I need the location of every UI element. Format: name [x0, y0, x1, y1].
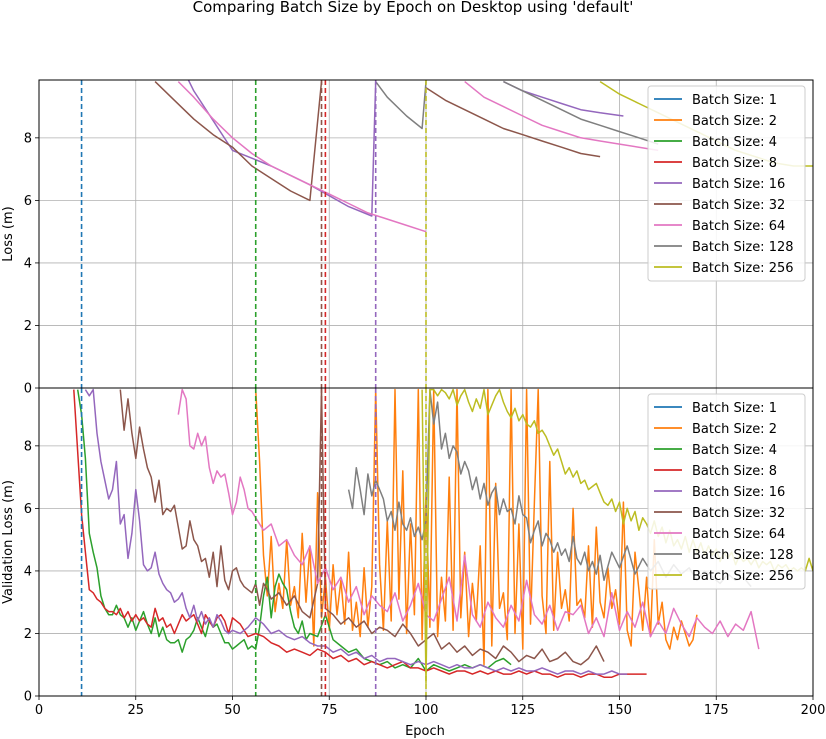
x-tick-label: 175 — [704, 703, 729, 718]
y-tick-label: 0 — [24, 382, 32, 397]
chart-title: Comparing Batch Size by Epoch on Desktop… — [193, 0, 634, 16]
x-tick-label: 150 — [607, 703, 632, 718]
series-line — [375, 81, 427, 130]
y-tick-label: 6 — [24, 194, 32, 209]
y-tick-label: 8 — [24, 439, 32, 454]
series-line — [84, 388, 628, 675]
legend-entry: Batch Size: 32 — [692, 198, 785, 213]
legend-entry: Batch Size: 2 — [692, 114, 777, 129]
y-axis-label: Loss (m) — [1, 206, 16, 261]
y-tick-label: 2 — [24, 627, 32, 642]
legend-entry: Batch Size: 4 — [692, 135, 777, 150]
x-axis-label: Epoch — [405, 724, 445, 739]
series-line — [187, 80, 377, 217]
series-line — [464, 81, 659, 152]
x-tick-label: 200 — [801, 703, 826, 718]
y-tick-label: 8 — [24, 131, 32, 146]
legend-entry: Batch Size: 64 — [692, 219, 785, 234]
legend-entry: Batch Size: 256 — [692, 569, 794, 584]
y-axis-label: Validation Loss (m) — [1, 480, 16, 604]
y-tick-label: 6 — [24, 502, 32, 517]
legend-entry: Batch Size: 16 — [692, 177, 785, 192]
series-line — [177, 81, 427, 233]
plot-area — [80, 80, 813, 388]
x-tick-label: 75 — [321, 703, 338, 718]
legend-entry: Batch Size: 8 — [692, 464, 777, 479]
x-tick-label: 100 — [414, 703, 439, 718]
legend: Batch Size: 1 Batch Size: 2 Batch Size: 4 B… — [647, 85, 806, 282]
series-line — [119, 388, 605, 666]
legend-box — [647, 85, 806, 282]
series-line — [425, 87, 601, 158]
series-line — [154, 81, 323, 202]
legend-entry: Batch Size: 1 — [692, 401, 777, 416]
legend-entry: Batch Size: 2 — [692, 422, 777, 437]
legend-entry: Batch Size: 128 — [692, 240, 794, 255]
legend-entry: Batch Size: 64 — [692, 527, 785, 542]
y-tick-label: 0 — [24, 690, 32, 705]
legend-entry: Batch Size: 128 — [692, 548, 794, 563]
legend-entry: Batch Size: 32 — [692, 506, 785, 521]
series-line — [76, 389, 512, 672]
legend-entry: Batch Size: 256 — [692, 261, 794, 276]
x-tick-label: 25 — [127, 703, 144, 718]
x-tick-label: 0 — [35, 703, 43, 718]
legend-entry: Batch Size: 8 — [692, 156, 777, 171]
legend-entry: Batch Size: 4 — [692, 443, 777, 458]
y-tick-label: 4 — [24, 564, 32, 579]
series-line — [347, 388, 752, 588]
plot-area — [73, 388, 813, 696]
legend-box — [647, 393, 806, 590]
y-tick-label: 2 — [24, 319, 32, 334]
legend: Batch Size: 1 Batch Size: 2 Batch Size: 4 B… — [647, 393, 806, 590]
legend-entry: Batch Size: 1 — [692, 93, 777, 108]
series-line — [73, 389, 647, 678]
series-line — [503, 80, 659, 145]
legend-entry: Batch Size: 16 — [692, 485, 785, 500]
x-tick-label: 50 — [224, 703, 241, 718]
x-tick-label: 125 — [510, 703, 535, 718]
series-line — [177, 388, 760, 650]
y-tick-label: 4 — [24, 256, 32, 271]
